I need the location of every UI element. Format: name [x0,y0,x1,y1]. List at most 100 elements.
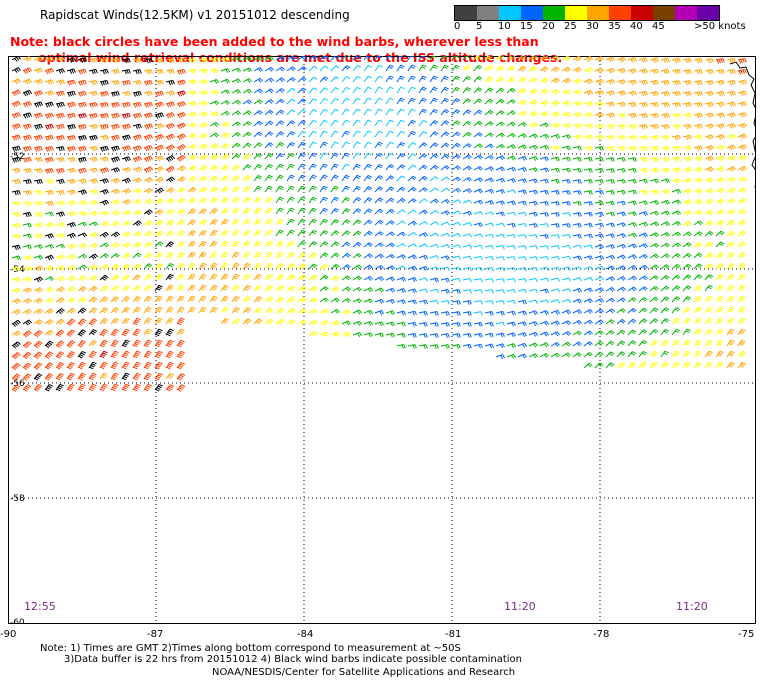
wind-barb [429,120,439,127]
wind-barb [44,157,54,163]
wind-barb [154,123,164,129]
x-tick-label: -81 [445,629,462,640]
wind-barb [341,275,351,281]
wind-barb [627,168,637,173]
wind-barb [704,361,713,369]
legend-tick-label: 20 [542,21,555,32]
wind-barb [176,187,186,194]
wind-barb [11,89,22,97]
wind-barb [407,186,417,193]
footer-note-line1: Note: 1) Times are GMT 2)Times along bot… [40,643,461,654]
wind-barb [473,177,483,183]
wind-barb [44,233,54,239]
wind-barb [627,68,637,74]
wind-barb [627,101,637,108]
wind-barb [627,340,637,347]
wind-barb [594,351,604,358]
wind-barb [66,211,76,217]
wind-barb [22,67,32,74]
wind-barb [55,146,65,152]
wind-barb [583,112,593,118]
wind-barb [649,124,659,130]
wind-barb [165,144,176,152]
wind-barb [220,121,230,128]
wind-barb [66,383,75,392]
wind-barb [264,285,274,292]
wind-barb [132,241,142,248]
wind-barb [187,262,196,270]
wind-barb [473,289,483,294]
wind-barb [33,101,43,108]
wind-barb [121,242,131,249]
wind-barb [121,220,131,227]
wind-barb [693,58,703,64]
wind-barb [198,165,208,172]
wind-barb [352,75,362,83]
wind-barb [143,361,152,370]
wind-barb [704,263,714,270]
wind-barb [704,91,714,97]
wind-barb [33,265,44,272]
wind-barb [341,309,351,316]
wind-barb [715,284,724,292]
wind-barb [132,166,143,173]
wind-barb [737,79,747,86]
wind-barb [330,87,340,94]
wind-barb [11,112,22,119]
wind-barb [44,135,54,141]
wind-barb [693,317,702,325]
wind-barb [407,321,417,327]
wind-barb [649,286,659,292]
legend-swatch [587,6,609,20]
wind-barb [44,319,54,326]
wind-barb [451,266,461,272]
wind-barb [352,119,361,127]
wind-barb [253,229,262,237]
wind-barb [374,56,383,61]
wind-barb [77,57,87,63]
wind-barb [363,321,374,326]
wind-barb [649,102,659,108]
wind-barb [187,230,197,237]
wind-barb [374,264,384,270]
wind-barb [572,352,582,358]
wind-barb [110,210,120,217]
wind-barb [44,276,54,282]
wind-barb [66,57,77,63]
wind-barb [451,142,461,149]
wind-barb [528,178,538,184]
wind-barb [561,320,571,326]
wind-barb [528,267,538,272]
wind-barb [110,242,120,249]
wind-barb [715,69,725,75]
wind-barb [286,319,296,326]
wind-barb [132,317,141,326]
footer-credit: NOAA/NESDIS/Center for Satellite Applica… [212,667,516,678]
wind-barb [165,273,174,281]
wind-barb [715,166,725,173]
wind-barb [77,178,87,185]
wind-barb [132,58,142,64]
wind-barb [198,100,209,107]
wind-barb [341,286,351,292]
wind-barb [297,252,307,259]
wind-barb [242,284,251,292]
wind-barb [671,134,681,141]
wind-barb [363,287,373,293]
wind-barb [506,76,516,83]
wind-barb [374,75,383,83]
wind-barb [429,75,438,83]
wind-barb [715,252,725,259]
wind-barb [682,134,692,141]
wind-barb [11,330,21,337]
wind-barb [77,340,87,348]
wind-barb [385,231,395,237]
wind-barb [44,56,55,63]
wind-barb [66,146,76,152]
wind-barb [187,208,197,215]
wind-barb [220,89,231,95]
wind-barb [737,154,747,161]
wind-barb [275,240,284,248]
wind-barb [561,167,571,173]
wind-barb [517,299,527,305]
